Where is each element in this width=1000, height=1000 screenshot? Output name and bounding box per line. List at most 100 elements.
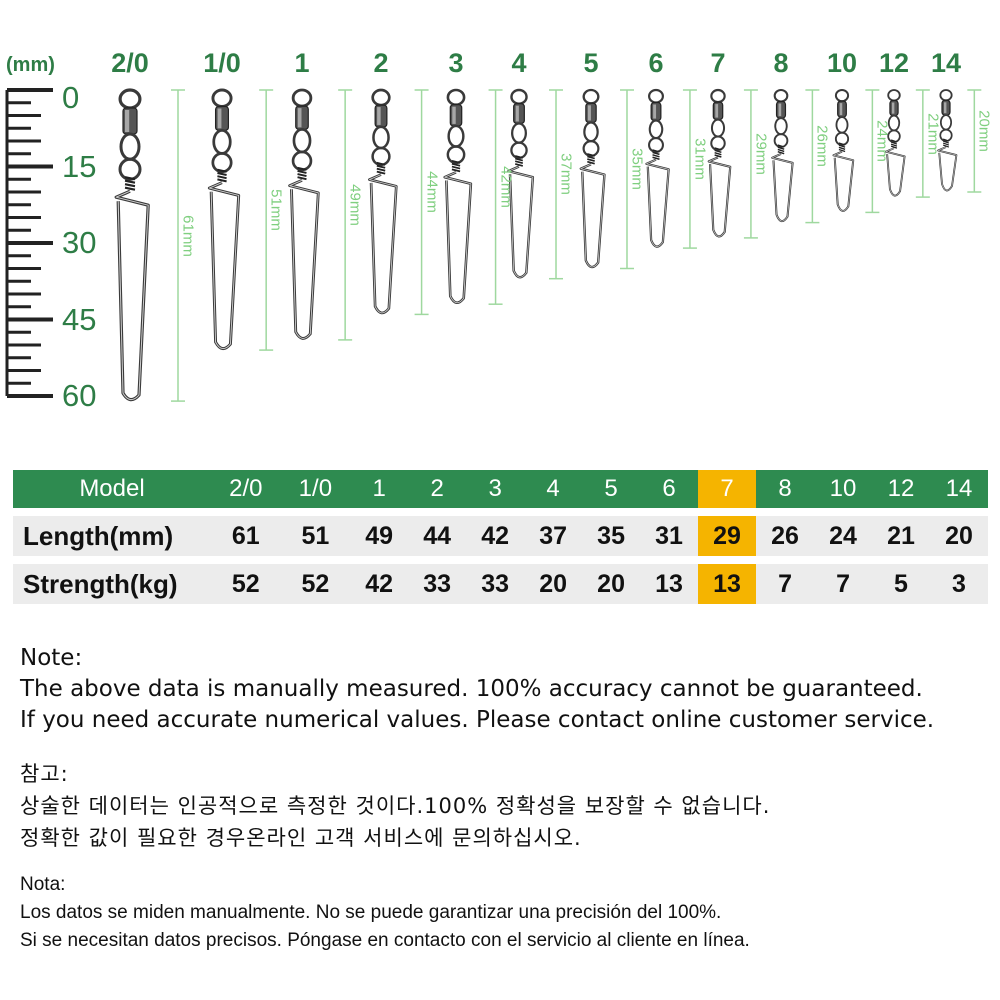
table-cell: 42 — [466, 516, 525, 556]
dimension-label: 49mm — [346, 184, 364, 226]
dimension-label: 24mm — [873, 120, 891, 163]
table-cell: 44 — [408, 516, 467, 556]
model-label: 4 — [511, 48, 527, 78]
swivel-diagram — [5, 88, 982, 402]
snap-swivel-2 — [368, 88, 398, 315]
dimension-bracket — [805, 89, 820, 224]
model-label: 8 — [773, 48, 789, 78]
header-cell: 12 — [872, 470, 930, 508]
header-cell: 14 — [930, 470, 988, 508]
dimension-bracket — [682, 89, 697, 249]
table-row: Length(mm) 61 51 49 44 42 37 35 31 29 26 24 21 20 — [13, 516, 988, 556]
table-cell: 33 — [408, 564, 467, 604]
note-spanish: Nota: Los datos se miden manualmente. No… — [20, 871, 750, 955]
header-cell: 10 — [814, 470, 873, 508]
table-cell: 5 — [872, 564, 930, 604]
snap-swivel-10 — [832, 89, 855, 212]
table-cell: 20 — [582, 564, 641, 604]
header-cell: 6 — [640, 470, 699, 508]
table-header-row: Model 2/0 1/0 1 2 3 4 5 6 7 8 10 12 14 — [13, 470, 988, 508]
snap-swivel-6 — [645, 88, 670, 248]
header-cell: 1/0 — [280, 470, 351, 508]
dimension-label: 61mm — [179, 214, 197, 257]
note-line: The above data is manually measured. 100… — [20, 676, 923, 702]
dimension-bracket — [865, 89, 880, 214]
note-title: Note: — [20, 645, 83, 671]
model-label: 1 — [294, 48, 310, 78]
note-line: Los datos se miden manualmente. No se pu… — [20, 902, 722, 923]
dimension-label: 29mm — [752, 133, 770, 175]
row-label: Strength(kg) — [13, 564, 211, 604]
header-cell: 7 — [698, 470, 757, 508]
header-cell: 3 — [466, 470, 525, 508]
table-cell: 42 — [350, 564, 409, 604]
table-cell: 7 — [814, 564, 873, 604]
header-cell: 1 — [350, 470, 409, 508]
table-cell: 61 — [211, 516, 281, 556]
ruler — [5, 88, 53, 398]
model-label: 2 — [373, 48, 389, 78]
dimension-label: 31mm — [691, 138, 709, 180]
dimension-bracket — [915, 89, 930, 198]
table-cell: 20 — [524, 564, 583, 604]
dimension-bracket — [743, 89, 758, 239]
dimension-bracket — [488, 89, 503, 305]
unit-label: (mm) — [6, 54, 55, 76]
note-title: 참고: — [20, 762, 69, 786]
note-title: Nota: — [20, 874, 66, 895]
ruler-label: 15 — [62, 148, 97, 184]
header-cell: 4 — [524, 470, 583, 508]
dimension-bracket — [171, 89, 185, 402]
table-cell: 7 — [756, 564, 815, 604]
snap-swivel-12 — [885, 89, 906, 197]
header-cell: 2 — [408, 470, 467, 508]
snap-swivel-4 — [507, 88, 535, 279]
snap-swivel-1 — [288, 88, 320, 340]
header-cell: 8 — [756, 470, 815, 508]
ruler-label: 45 — [62, 301, 97, 337]
table-cell: 52 — [211, 564, 281, 604]
snap-swivel-5 — [579, 88, 606, 269]
note-english: Note: The above data is manually measure… — [20, 643, 934, 736]
table-cell: 33 — [466, 564, 525, 604]
dimension-bracket — [967, 89, 982, 193]
note-line: If you need accurate numerical values. P… — [20, 707, 935, 733]
dimension-bracket — [414, 89, 429, 316]
model-label: 10 — [826, 48, 858, 78]
snap-swivel-2/0 — [114, 88, 150, 402]
table-cell: 24 — [814, 516, 873, 556]
table-cell: 26 — [756, 516, 815, 556]
note-line: 정확한 값이 필요한 경우온라인 고객 서비스에 문의하십시오. — [20, 826, 582, 850]
note-line: Si se necesitan datos precisos. Póngase … — [20, 930, 750, 951]
dimension-bracket — [619, 89, 634, 270]
table-cell: 52 — [280, 564, 351, 604]
note-line: 상술한 데이터는 인공적으로 측정한 것이다.100% 정확성을 보장할 수 없… — [20, 794, 771, 818]
table-cell: 51 — [280, 516, 351, 556]
table-cell: 13 — [640, 564, 699, 604]
table-cell: 49 — [350, 516, 409, 556]
ruler-label: 30 — [62, 225, 97, 260]
dimension-label: 35mm — [628, 148, 646, 191]
table-cell: 3 — [930, 564, 988, 604]
model-label: 2/0 — [111, 48, 149, 78]
dimension-label: 42mm — [497, 166, 515, 208]
model-label: 12 — [878, 48, 910, 78]
model-label: 7 — [710, 48, 726, 78]
table-cell: 13 — [698, 564, 757, 604]
table-row: Strength(kg) 52 52 42 33 33 20 20 13 13 7 7 5 3 — [13, 564, 988, 604]
dimension-label: 20mm — [975, 110, 993, 152]
model-label: 14 — [930, 48, 962, 78]
table-cell: 37 — [524, 516, 583, 556]
header-cell: 5 — [582, 470, 641, 508]
table-cell: 21 — [872, 516, 930, 556]
note-korean: 참고: 상술한 데이터는 인공적으로 측정한 것이다.100% 정확성을 보장할… — [20, 758, 770, 854]
model-label: 5 — [583, 48, 599, 78]
model-label: 1/0 — [203, 48, 241, 78]
snap-swivel-7 — [707, 88, 732, 238]
snap-swivel-1/0 — [207, 88, 241, 351]
ruler-label: 60 — [62, 378, 97, 413]
ruler-label: 0 — [62, 80, 80, 115]
dimension-bracket — [259, 89, 274, 351]
dimension-label: 21mm — [924, 112, 942, 155]
table-cell: 20 — [930, 516, 988, 556]
